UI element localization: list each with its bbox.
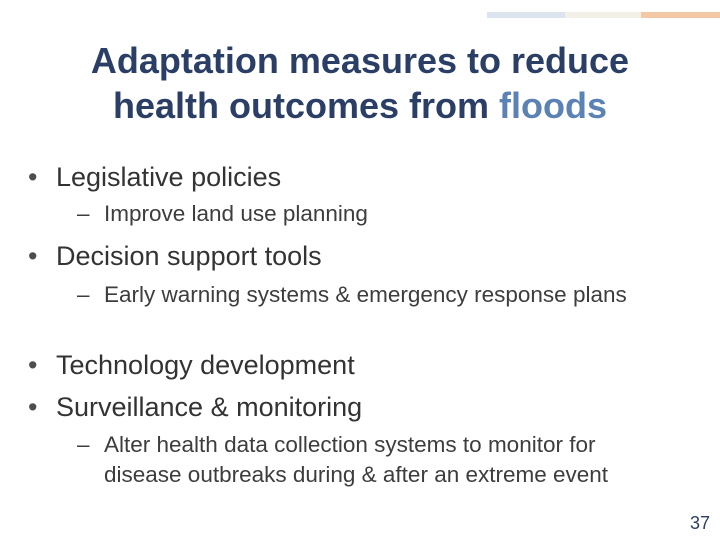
sub-bullet-text: Improve land use planning xyxy=(104,201,368,226)
bullet-technology-development: • Technology development xyxy=(28,349,355,381)
bullet-text: Surveillance & monitoring xyxy=(56,392,363,422)
bullet-legislative-policies: • Legislative policies xyxy=(28,161,281,193)
accent-bars xyxy=(487,12,720,18)
bullet-text: Decision support tools xyxy=(56,241,322,271)
sub-bullet-text: Early warning systems & emergency respon… xyxy=(104,282,627,307)
bullet-surveillance-monitoring: • Surveillance & monitoring xyxy=(28,391,362,423)
sub-bullet-land-use: – Improve land use planning xyxy=(77,199,637,229)
bullet-text: Technology development xyxy=(56,350,355,380)
sub-bullet-text: Alter health data collection systems to … xyxy=(104,432,609,487)
slide-title: Adaptation measures to reduce health out… xyxy=(20,38,700,128)
bullet-marker: • xyxy=(28,162,38,192)
bullet-decision-support-tools: • Decision support tools xyxy=(28,240,322,272)
accent-bar-1 xyxy=(487,12,565,18)
sub-bullet-early-warning: – Early warning systems & emergency respo… xyxy=(77,280,677,310)
sub-bullet-health-data: – Alter health data collection systems to… xyxy=(77,430,677,490)
page-number: 37 xyxy=(689,513,710,533)
accent-bar-3 xyxy=(641,12,720,18)
sub-bullet-marker: – xyxy=(77,432,90,457)
accent-bar-2 xyxy=(565,12,641,18)
title-highlight: floods xyxy=(499,85,608,126)
sub-bullet-marker: – xyxy=(77,201,90,226)
bullet-marker: • xyxy=(28,350,38,380)
sub-bullet-marker: – xyxy=(77,282,90,307)
bullet-text: Legislative policies xyxy=(56,162,282,192)
bullet-marker: • xyxy=(28,241,38,271)
title-line-2: health outcomes from xyxy=(112,85,500,126)
title-line-1: Adaptation measures to reduce xyxy=(90,40,630,81)
bullet-marker: • xyxy=(28,392,38,422)
